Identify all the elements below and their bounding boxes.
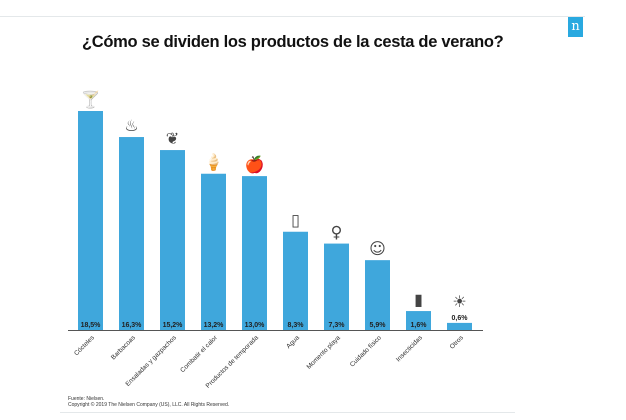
data-label: 7,3%	[329, 322, 346, 329]
copyright-note: Copyright © 2019 The Nielsen Company (US…	[68, 402, 230, 408]
category-label: Barbacoas	[110, 334, 137, 361]
cocktail-bottles-icon: 🍸	[81, 90, 101, 109]
source-note: Fuente: Nielsen.	[68, 396, 105, 402]
bar	[160, 150, 185, 330]
spray-can-icon: ▮	[414, 290, 423, 309]
bottom-divider	[60, 412, 515, 413]
bar	[447, 322, 472, 330]
category-label: Agua	[285, 334, 301, 350]
person-care-icon: ☺	[369, 239, 386, 258]
category-label: Cócteles	[73, 334, 96, 357]
bar	[119, 137, 144, 330]
data-label: 16,3%	[122, 322, 143, 329]
data-label: 5,9%	[370, 322, 387, 329]
category-label: Otros	[449, 334, 466, 351]
barbecue-icon: ♨	[124, 116, 138, 135]
bar	[365, 260, 390, 330]
bar	[406, 311, 431, 330]
bar	[324, 243, 349, 330]
bar	[78, 111, 103, 330]
category-label: Momento playa	[306, 334, 343, 371]
sun-icon: ☀	[452, 292, 466, 311]
chart-title: ¿Cómo se dividen los productos de la ces…	[82, 33, 504, 51]
data-label: 1,6%	[411, 322, 428, 329]
salad-vegetables-icon: ❦	[166, 129, 179, 148]
data-label: 13,2%	[204, 322, 225, 329]
bar	[283, 231, 308, 330]
category-label: Cuidado físico	[349, 334, 383, 368]
apple-icon: 🍎	[245, 155, 265, 174]
bar	[201, 173, 226, 330]
data-label: 18,5%	[81, 322, 102, 329]
water-bottle-icon: ▯	[291, 211, 300, 230]
bar	[242, 176, 267, 330]
data-label: 0,6%	[452, 315, 469, 322]
ice-cream-icon: 🍦	[204, 153, 224, 172]
data-label: 8,3%	[288, 322, 305, 329]
category-label: Combatir el calor	[179, 334, 219, 374]
data-label: 15,2%	[163, 322, 184, 329]
nielsen-logo: n	[568, 17, 583, 37]
top-divider	[0, 16, 585, 17]
data-label: 13,0%	[245, 322, 266, 329]
category-label: Insecticidas	[395, 334, 424, 363]
swimsuit-icon: ♀	[331, 223, 343, 242]
